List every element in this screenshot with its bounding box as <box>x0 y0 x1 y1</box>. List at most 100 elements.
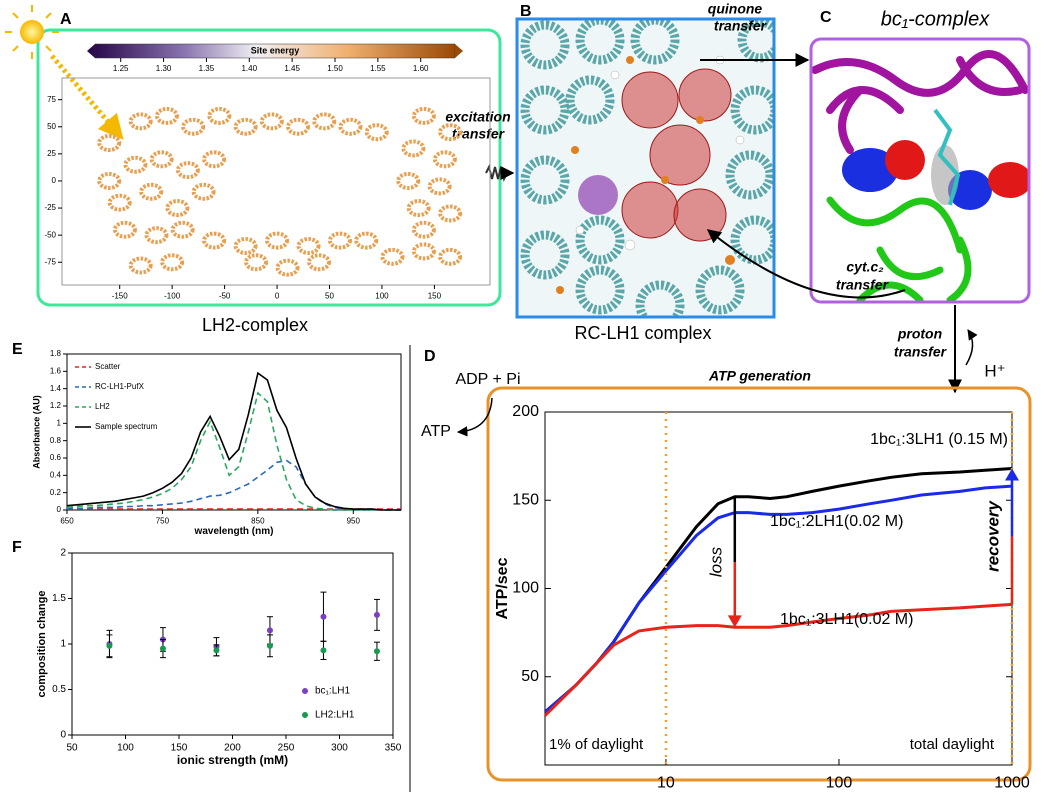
lh2-ring <box>307 253 332 272</box>
y-tick-label: 25 <box>47 149 56 158</box>
panel-label: A <box>60 11 72 28</box>
panel-label: D <box>424 348 436 365</box>
x-tick-label: 10 <box>657 775 675 792</box>
lh2-ring <box>286 117 311 136</box>
lh2-ring <box>438 204 463 223</box>
annotation: recovery <box>983 499 1002 571</box>
rc-lh1-render <box>517 19 774 317</box>
lh2-ring <box>265 231 290 250</box>
colorbar-title: Site energy <box>251 45 300 55</box>
x-tick-label: -100 <box>164 291 181 300</box>
lh2-ring <box>401 139 426 158</box>
lh2-ring <box>411 242 436 261</box>
x-tick-label: 150 <box>171 743 188 754</box>
lh2-ring <box>128 256 153 275</box>
series-line <box>66 391 401 511</box>
lh2-ring <box>149 150 174 169</box>
lh2-ring <box>432 150 457 169</box>
lh2-ring <box>191 182 216 201</box>
lh2-ring <box>233 236 258 255</box>
y-tick-label: 0.4 <box>50 470 62 479</box>
y-axis-label: composition change <box>36 591 48 698</box>
y-tick-label: 1.5 <box>52 593 66 604</box>
lh2-ring <box>411 220 436 239</box>
lh2-ring <box>327 231 352 250</box>
point <box>106 642 113 649</box>
series-line <box>544 484 1013 714</box>
x-tick-label: 150 <box>428 291 442 300</box>
lh2-ring <box>438 247 463 266</box>
lh2-ring <box>207 106 232 125</box>
x-tick-label: -150 <box>112 291 129 300</box>
legend-label: LH2:LH1 <box>315 710 355 721</box>
point <box>266 627 273 634</box>
y-tick-label: 1.8 <box>50 349 62 358</box>
panel-d-frame <box>486 386 1032 782</box>
lh2-ring <box>144 226 169 245</box>
series-line <box>544 467 1013 714</box>
series-line <box>66 371 401 511</box>
annotation: 1% of daylight <box>549 736 644 753</box>
point <box>159 645 166 652</box>
note: quinone <box>708 1 763 17</box>
colorbar-tick-label: 1.60 <box>413 64 429 73</box>
y-tick-label: 200 <box>512 403 539 420</box>
y-axis-label: Absorbance (AU) <box>31 395 41 469</box>
lh2-ring <box>406 199 431 218</box>
x-tick-label: 1000 <box>994 775 1030 792</box>
y-tick-label: 0 <box>57 505 62 514</box>
colorbar-end <box>455 44 463 58</box>
x-tick-label: 200 <box>224 743 241 754</box>
x-tick-label: 350 <box>385 743 402 754</box>
lh2-ring <box>380 247 405 266</box>
lh2-ring <box>107 193 132 212</box>
y-tick-label: 0.8 <box>50 436 62 445</box>
series-line <box>543 602 1013 717</box>
lh2-ring <box>259 112 284 131</box>
panel-label: F <box>12 539 22 556</box>
x-axis-label: wavelength (nm) <box>194 526 274 537</box>
lh2-ring <box>123 155 148 174</box>
x-axis-label: ionic strength (mM) <box>177 753 288 767</box>
h-arrow <box>965 329 978 366</box>
y-tick-label: 1.4 <box>50 384 62 393</box>
point <box>373 648 380 655</box>
y-tick-label: 75 <box>47 95 56 104</box>
legend-label: bc₁:LH1 <box>315 686 350 697</box>
lh2-ring <box>275 258 300 277</box>
series-label: 1bc₁:2LH1(0.02 M) <box>770 513 903 530</box>
lh2-ring <box>170 220 195 239</box>
annotation: loss <box>706 546 725 577</box>
caption: RC-LH1 complex <box>574 323 711 343</box>
plot-frame <box>71 552 394 736</box>
y-tick-label: 1.2 <box>50 401 62 410</box>
lh2-ring <box>233 117 258 136</box>
series-label: 1bc₁:3LH1 (0.15 M) <box>870 431 1008 448</box>
y-tick-label: 150 <box>512 491 539 508</box>
colorbar-tick-label: 1.40 <box>241 64 257 73</box>
legend-label: Sample spectrum <box>95 422 158 431</box>
lh2-ring <box>411 106 436 125</box>
lh2-ring <box>438 123 463 142</box>
plot-frame <box>544 411 1013 766</box>
y-tick-label: -75 <box>44 257 56 266</box>
lh2-ring <box>312 112 337 131</box>
bc1-render <box>811 39 1029 302</box>
y-tick-label: 0.2 <box>50 488 62 497</box>
colorbar-tick-label: 1.45 <box>284 64 300 73</box>
adp-label: ADP + Pi <box>455 371 520 388</box>
lh2-ring <box>202 231 227 250</box>
note: excitation <box>445 109 510 125</box>
y-tick-label: 1 <box>60 639 66 650</box>
lh2-ring <box>160 253 185 272</box>
y-tick-label: -25 <box>44 203 56 212</box>
series-label: 1bc₁:3LH1(0.02 M) <box>780 611 913 628</box>
y-tick-label: 1 <box>57 418 62 427</box>
y-tick-label: -50 <box>44 230 56 239</box>
x-tick-label: 100 <box>117 743 134 754</box>
note: transfer <box>894 344 948 360</box>
x-tick-label: 0 <box>275 291 280 300</box>
lh2-ring <box>112 220 137 239</box>
lh2-ring <box>97 171 122 190</box>
legend-label: RC-LH1-PufX <box>95 382 145 391</box>
